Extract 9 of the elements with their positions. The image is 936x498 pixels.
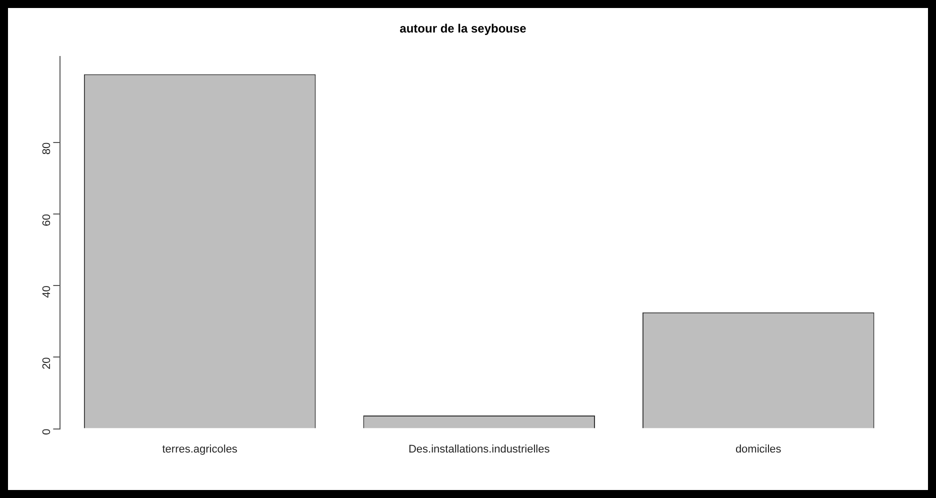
x-tick-label: terres.agricoles [162, 443, 238, 456]
y-tick-label: 0 [41, 428, 54, 435]
y-tick-label: 20 [41, 357, 54, 370]
x-tick-label: Des.installations.industrielles [408, 443, 550, 456]
chart-title: autour de la seybouse [400, 22, 527, 36]
x-tick-label: domiciles [735, 443, 782, 456]
y-tick-label: 40 [41, 286, 54, 298]
y-tick-label: 80 [41, 142, 54, 155]
y-tick-label: 60 [41, 214, 54, 226]
